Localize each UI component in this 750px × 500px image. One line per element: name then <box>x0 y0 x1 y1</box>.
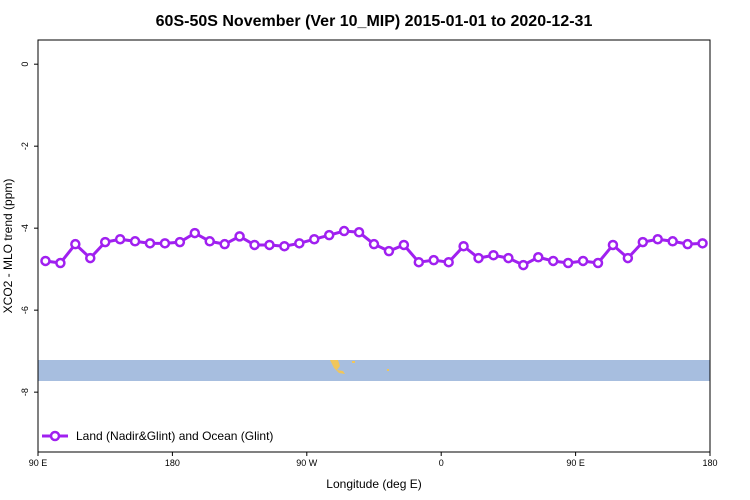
data-point <box>114 233 126 245</box>
data-point <box>682 238 693 250</box>
legend-label: Land (Nadir&Glint) and Ocean (Glint) <box>76 429 273 443</box>
data-point <box>473 252 484 264</box>
data-point <box>458 240 469 252</box>
data-point <box>413 256 425 268</box>
map-strip <box>38 360 710 381</box>
data-point <box>667 236 678 247</box>
data-point <box>398 239 410 251</box>
y-tick-label: -8 <box>20 388 30 396</box>
y-tick-label: -4 <box>20 224 30 232</box>
data-point <box>503 252 514 264</box>
x-tick-label: 90 E <box>566 458 585 468</box>
data-point <box>383 245 395 257</box>
data-point <box>204 236 215 247</box>
data-point <box>70 238 81 250</box>
data-point <box>323 229 335 241</box>
y-tick-label: -6 <box>20 306 30 314</box>
data-point <box>533 252 544 263</box>
data-point <box>607 239 619 251</box>
data-point <box>637 236 649 248</box>
data-point <box>622 252 634 264</box>
data-point <box>55 257 66 269</box>
data-point <box>577 255 589 267</box>
data-point <box>189 227 201 239</box>
data-point <box>652 233 663 245</box>
data-point <box>353 227 365 238</box>
data-point <box>368 238 380 250</box>
land-patch <box>387 369 389 371</box>
data-point <box>249 239 260 251</box>
y-tick-label: 0 <box>20 62 30 67</box>
data-point <box>518 259 529 271</box>
data-point <box>219 238 230 250</box>
land-patch <box>352 361 355 363</box>
land-patch <box>330 360 345 374</box>
data-point <box>428 254 439 266</box>
plot-frame <box>37 39 711 453</box>
data-point <box>294 238 305 249</box>
data-point <box>40 255 51 267</box>
data-point <box>234 231 245 242</box>
data-point <box>129 236 141 247</box>
data-point <box>443 256 454 268</box>
data-point <box>338 225 350 237</box>
chart-title: 60S-50S November (Ver 10_MIP) 2015-01-01… <box>156 13 593 30</box>
data-point <box>99 236 111 248</box>
x-tick-label: 0 <box>439 458 444 468</box>
x-tick-label: 90 E <box>29 458 48 468</box>
data-point <box>592 257 604 269</box>
x-tick-label: 90 W <box>296 458 318 468</box>
data-point <box>159 238 171 249</box>
legend-marker <box>49 430 61 442</box>
x-axis-label: Longitude (deg E) <box>326 477 421 491</box>
data-point <box>562 257 574 269</box>
data-point <box>174 236 186 248</box>
x-tick-label: 180 <box>702 458 717 468</box>
data-point <box>547 255 559 267</box>
data-point <box>488 249 499 261</box>
data-point <box>85 252 96 264</box>
y-axis-label: XCO2 - MLO trend (ppm) <box>1 179 15 314</box>
x-tick-label: 180 <box>165 458 180 468</box>
y-tick-label: -2 <box>20 142 30 150</box>
data-point <box>264 239 275 251</box>
data-point <box>279 240 290 252</box>
data-point <box>144 238 156 249</box>
data-point <box>309 233 320 245</box>
data-point <box>697 238 708 249</box>
